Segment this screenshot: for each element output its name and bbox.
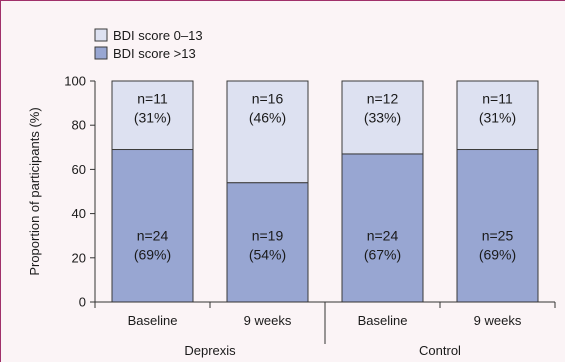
bar-count-label: n=12 (367, 91, 399, 107)
bar-percent-label: (33%) (364, 110, 401, 126)
bars: n=24 (69%) n=11 (31%) n=19 (54%) n=16 (46%) n=24… (111, 80, 539, 303)
y-tick-label: 40 (72, 206, 86, 221)
y-tick-label: 80 (72, 118, 86, 133)
x-category-label: 9 weeks (474, 313, 522, 328)
y-axis-title: Proportion of participants (%) (27, 107, 42, 275)
bar-segment-bdi-over-13 (456, 149, 539, 303)
bar-count-label: n=24 (137, 228, 169, 244)
bar-count-label: n=25 (482, 228, 514, 244)
bar-segment-bdi-0-13 (341, 80, 424, 155)
y-tick-label: 100 (64, 74, 86, 89)
bar-segment-bdi-0-13 (226, 80, 309, 184)
bar-count-label: n=11 (482, 91, 513, 107)
x-axis: Baseline 9 weeks Baseline 9 weeks Deprexis Co… (94, 301, 556, 358)
bar-percent-label: (54%) (249, 247, 286, 263)
y-tick-label: 0 (79, 295, 86, 310)
bar-percent-label: (69%) (479, 247, 516, 263)
x-group-label: Deprexis (184, 343, 236, 358)
legend-swatch (94, 28, 108, 42)
x-category-label: Baseline (358, 313, 408, 328)
bar-segment-bdi-over-13 (226, 182, 309, 303)
bar-segment-bdi-over-13 (341, 153, 424, 303)
y-axis: 0 20 40 60 80 100 Proportion of participants (… (27, 74, 96, 310)
bar-percent-label: (67%) (364, 247, 401, 263)
y-tick-label: 60 (72, 162, 86, 177)
legend-label: BDI score >13 (113, 46, 196, 61)
y-tick-label: 20 (72, 250, 86, 265)
legend-label: BDI score 0–13 (113, 28, 203, 43)
bar-segment-bdi-0-13 (456, 80, 539, 151)
bar-percent-label: (31%) (134, 110, 171, 126)
bar-percent-label: (69%) (134, 247, 171, 263)
bar-count-label: n=16 (252, 91, 284, 107)
bar-count-label: n=11 (137, 91, 168, 107)
x-category-label: 9 weeks (244, 313, 292, 328)
bar-count-label: n=24 (367, 228, 399, 244)
legend-swatch (94, 46, 108, 60)
bar-percent-label: (31%) (479, 110, 516, 126)
bar-segment-bdi-over-13 (111, 149, 194, 303)
x-category-label: Baseline (128, 313, 178, 328)
bar-segment-bdi-0-13 (111, 80, 194, 151)
bar-percent-label: (46%) (249, 110, 286, 126)
x-group-label: Control (419, 343, 461, 358)
bar-count-label: n=19 (252, 228, 284, 244)
legend: BDI score 0–13 BDI score >13 (94, 28, 203, 61)
